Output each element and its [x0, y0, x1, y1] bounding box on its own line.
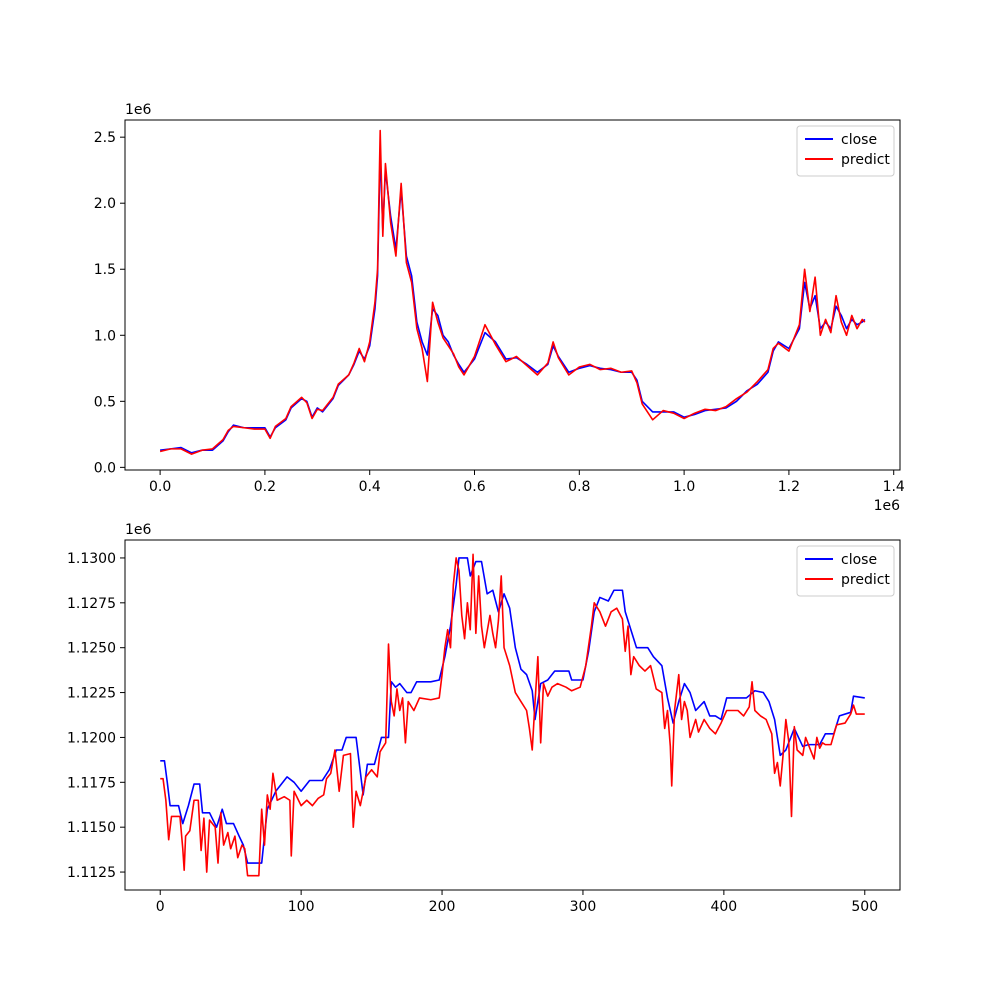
x-tick-label: 300	[570, 899, 597, 915]
x-tick-label: 0	[156, 899, 165, 915]
y-tick-label: 2.5	[94, 130, 116, 146]
series-line-predict	[160, 553, 865, 877]
y-tick-label: 1.1225	[67, 686, 116, 702]
x-tick-label: 0.0	[149, 479, 171, 495]
series-line-predict	[159, 129, 866, 455]
y-tick-label: 2.0	[94, 196, 116, 212]
y-tick-label: 1.1275	[67, 596, 116, 612]
x-tick-label: 0.6	[463, 479, 485, 495]
x-tick-label: 100	[288, 899, 315, 915]
y-tick-label: 1.1250	[67, 641, 116, 657]
y-offset-label: 1e6	[125, 102, 152, 118]
x-tick-label: 1.4	[883, 479, 905, 495]
series-line-close	[160, 149, 866, 454]
y-tick-label: 1.5	[94, 262, 116, 278]
y-offset-label: 1e6	[125, 522, 152, 538]
x-tick-label: 0.8	[568, 479, 590, 495]
x-tick-label: 200	[429, 899, 456, 915]
legend-label-predict: predict	[841, 572, 890, 588]
legend-label-close: close	[841, 132, 877, 148]
x-tick-label: 1.0	[673, 479, 695, 495]
legend-label-close: close	[841, 552, 877, 568]
y-tick-label: 1.1150	[67, 820, 116, 836]
y-tick-label: 1.1175	[67, 775, 116, 791]
y-tick-label: 1.1200	[67, 730, 116, 746]
legend-label-predict: predict	[841, 152, 890, 168]
y-tick-label: 0.0	[94, 460, 116, 476]
x-tick-label: 400	[710, 899, 737, 915]
x-offset-label: 1e6	[874, 498, 901, 514]
plot-frame	[124, 539, 901, 891]
x-tick-label: 0.4	[359, 479, 381, 495]
upper-chart: 0.0 0.2 0.4 0.6 0.8 1.0 1.2 1.4 0.0 0.5 1.0 1.5 2.0 2…	[94, 102, 905, 514]
x-tick-label: 1.2	[778, 479, 800, 495]
x-tick-label: 500	[851, 899, 878, 915]
y-tick-label: 0.5	[94, 394, 116, 410]
lower-chart: 0 100 200 300 400 500 1.1125 1.1150 1.1175 1.1200…	[67, 522, 901, 915]
y-tick-label: 1.1125	[67, 865, 116, 881]
plot-frame	[124, 119, 901, 471]
x-tick-label: 0.2	[254, 479, 276, 495]
y-tick-label: 1.0	[94, 328, 116, 344]
y-tick-label: 1.1300	[67, 551, 116, 567]
